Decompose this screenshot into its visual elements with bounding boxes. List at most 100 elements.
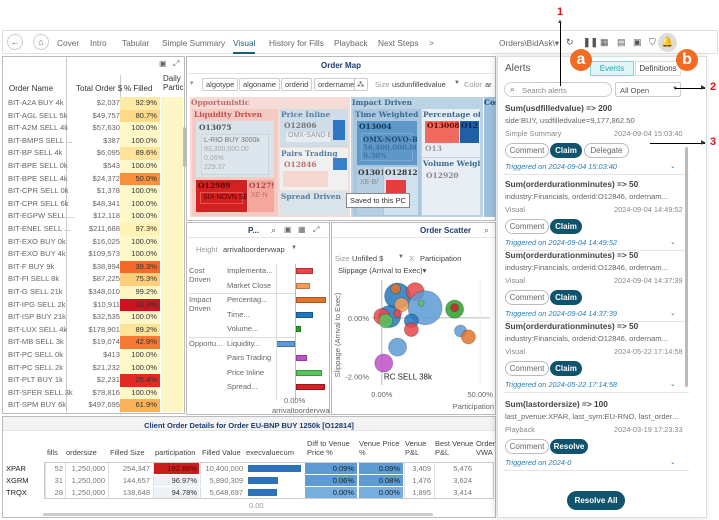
delegate-button[interactable]: Delegate (584, 143, 629, 158)
comment-button[interactable]: Comment (505, 361, 549, 376)
claim-button[interactable]: Claim (550, 143, 582, 158)
column-header[interactable]: execvaluecum (246, 448, 294, 457)
table-row[interactable]: BIT-AGL SELL 5k $49,757 80.7% (8, 109, 183, 123)
table-row[interactable]: BIT-EGPW SELL ... $12,118 100.0% (8, 210, 183, 223)
bell-icon[interactable]: 🔔 (658, 33, 677, 52)
height-selector[interactable]: arrivaltoordervwap (223, 245, 285, 254)
alert-title[interactable]: Sum(orderdurationminutes) => 50 (505, 321, 639, 331)
alert-title[interactable]: Sum(orderdurationminutes) => 50 (505, 179, 639, 189)
scatter-point[interactable] (460, 329, 476, 345)
tab-cover[interactable]: Cover (57, 38, 80, 48)
alert-title[interactable]: Sum(usdfilledvalue) => 200 (505, 103, 612, 113)
comment-button[interactable]: Comment (505, 290, 549, 305)
x-selector[interactable]: Participation (420, 254, 462, 263)
treemap-cell-o13004[interactable]: O13004 OMX-NOVO-B 56,400,000.00 0.30% (357, 121, 417, 165)
column-header[interactable]: Venue P&L (405, 439, 427, 457)
y-selector[interactable]: Slippage (Arrival to Exec)▾ (338, 266, 427, 275)
table-row[interactable]: BIT-CPR SELL 6k $48,341 100.0% (8, 197, 183, 211)
comment-button[interactable]: Comment (505, 219, 549, 234)
refresh-icon[interactable]: ↻ (566, 37, 574, 47)
chip-orderid[interactable]: orderid (281, 78, 313, 91)
table-row[interactable]: BIT-A2A BUY 4k $2,037 92.9% (8, 97, 183, 110)
resolve-all-button[interactable]: Resolve All (567, 491, 625, 510)
treemap-group-pairs-trading[interactable]: Pairs Trading O12846 (280, 148, 348, 190)
column-daily-partic[interactable]: Daily Partic (163, 74, 184, 92)
chip-ordername[interactable]: ordername (314, 78, 359, 91)
comment-button[interactable]: Comment (505, 143, 549, 158)
excel-export-icon[interactable]: ▣ (284, 225, 292, 234)
scatter-point[interactable] (407, 290, 443, 326)
tab-history-for-fills[interactable]: History for Fills (269, 38, 324, 48)
treemap-group-cost[interactable]: Cos (484, 97, 496, 217)
excel-export-icon[interactable]: ▣ (159, 59, 167, 68)
tab-next-steps[interactable]: Next Steps (378, 38, 419, 48)
alert-title[interactable]: Sum(orderdurationminutes) => 50 (505, 250, 639, 260)
bar[interactable] (296, 355, 307, 361)
claim-button[interactable]: Claim (550, 219, 582, 234)
column-header[interactable]: Order VWA (476, 439, 496, 457)
scatter-point[interactable] (417, 299, 425, 307)
alerts-scrollbar[interactable] (685, 147, 688, 387)
scatter-point[interactable] (450, 303, 460, 313)
chevron-down-icon[interactable]: ⌄ (670, 239, 676, 246)
claim-button[interactable]: Claim (550, 290, 582, 305)
back-icon[interactable]: ← (7, 34, 23, 50)
chevron-down-icon[interactable]: ⌄ (670, 459, 676, 466)
table-row[interactable]: BIT-ISP BUY 21k $32,535 100.0% (8, 311, 183, 324)
table-row[interactable]: BIT-ENEL SELL ... $211,688 97.3% (8, 223, 183, 236)
tab-simple-summary[interactable]: Simple Summary (162, 38, 226, 48)
bar[interactable] (296, 326, 301, 332)
column-header[interactable]: Best Venue P&L (435, 439, 474, 457)
table-row[interactable]: BIT-SPM BUY 6k $497,695 61.9% (8, 399, 183, 412)
column-total-order[interactable]: Total Order $ (76, 84, 123, 93)
tab-events[interactable]: Events (590, 61, 634, 76)
column-header[interactable]: Filled Value (202, 448, 241, 457)
treemap-group-volume[interactable]: Volume Weigh O12920 (422, 158, 480, 215)
table-row[interactable]: BIT-SFER SELL 3k $78,816 100.0% (8, 386, 183, 400)
table-row[interactable]: BIT-EXO BUY 0k $16,025 100.0% (8, 235, 183, 249)
bar[interactable] (275, 340, 295, 347)
tabs-more-button[interactable]: > (429, 38, 434, 48)
scatter-point[interactable] (403, 322, 419, 338)
chip-algoname[interactable]: algoname (239, 78, 280, 91)
scatter-point[interactable] (393, 309, 403, 319)
table-row[interactable]: BIT-EXO BUY 4k $109,573 100.0% (8, 248, 183, 261)
table-row[interactable]: BIT-PLT BUY 1k $2,231 26.4% (8, 374, 183, 387)
bar[interactable] (296, 268, 313, 274)
table-row[interactable]: BIT-BPE SELL 0k $543 100.0% (8, 160, 183, 173)
column-header[interactable]: Diff to Best Venue Price % (359, 439, 400, 457)
table-row[interactable]: BIT-BP SELL 4k $6,095 89.6% (8, 147, 183, 160)
treemap-cell-o1279[interactable]: O1279 XE-N (248, 180, 274, 212)
datasource-selector[interactable]: Orders\BidAsk\▾ (499, 38, 559, 48)
height-dropdown-icon[interactable]: ▼ (291, 245, 297, 251)
treemap-group-percentage[interactable]: Percentage of O13008 O12 O13 (422, 109, 480, 157)
alert-title[interactable]: Sum(lastordersize) => 100 (505, 399, 608, 409)
size-dropdown-icon[interactable]: ▼ (454, 80, 460, 86)
pause-icon[interactable]: ❚❚ (583, 37, 599, 47)
add-hierarchy-icon[interactable]: ⁂ (354, 78, 368, 91)
tab-intro[interactable]: Intro (90, 38, 107, 48)
snapshot-icon[interactable]: ▦ (600, 37, 609, 47)
treemap-cell-o12989[interactable]: O12989 SIX-NOVN SE (196, 180, 247, 212)
comment-button[interactable]: Comment (505, 439, 549, 454)
table-row[interactable]: BIT-BPE SELL 4k $24,372 50.0% (8, 172, 183, 186)
tab-visual[interactable]: Visual (233, 38, 256, 54)
chip-algotype[interactable]: algotype (202, 78, 239, 91)
size-dropdown-icon[interactable]: ▼ (398, 254, 404, 260)
color-selector[interactable]: ar (485, 80, 492, 89)
pdf-icon[interactable]: ▤ (617, 37, 626, 47)
bar[interactable] (296, 282, 310, 289)
table-row[interactable]: BIT-PC SELL 0k $413 100.0% (8, 349, 183, 362)
resolve-button[interactable]: Resolve (550, 439, 588, 454)
table-icon[interactable]: ▦ (298, 225, 306, 234)
scatter-point[interactable] (374, 353, 394, 373)
maximize-icon[interactable]: ⤢ (313, 225, 320, 234)
size-selector[interactable]: usdunfilledvalue (392, 80, 446, 89)
search-icon[interactable]: ⌕ (271, 225, 277, 235)
column-order-name[interactable]: Order Name (9, 84, 54, 93)
chevron-down-icon[interactable]: ⌄ (670, 310, 676, 317)
claim-button[interactable]: Claim (550, 361, 582, 376)
bar[interactable] (296, 311, 313, 318)
column-header[interactable]: participation (155, 448, 196, 457)
